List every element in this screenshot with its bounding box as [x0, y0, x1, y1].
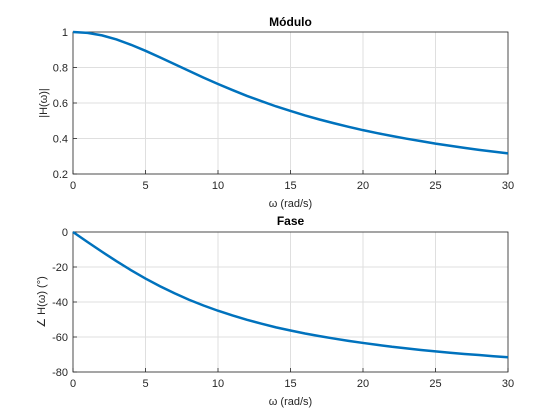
magnitude-title: Módulo	[269, 15, 312, 29]
magnitude-y-axis-label: |H(ω)|	[38, 88, 50, 118]
magnitude-series-line	[72, 30, 509, 155]
phase-x-axis-label: ω (rad/s)	[269, 396, 312, 408]
magnitude-y-tick-label: 0.8	[53, 63, 68, 75]
phase-y-tick-label: -80	[52, 367, 68, 379]
phase-x-tick-label: 10	[212, 378, 224, 390]
phase-y-tick-label: -60	[52, 332, 68, 344]
magnitude-x-tick-label: 0	[70, 180, 76, 192]
phase-x-tick-label: 20	[357, 378, 369, 390]
phase-x-tick-label: 0	[70, 378, 76, 390]
phase-title: Fase	[277, 214, 305, 228]
magnitude-y-tick-label: 0.6	[53, 98, 68, 110]
magnitude-plot: 0 5 10 15 20 25 30 0.2 0.4 0.6 0.8 1 Módulo ω (rad/…	[38, 15, 514, 210]
phase-y-tick-label: -20	[52, 262, 68, 274]
magnitude-x-tick-label: 15	[284, 180, 296, 192]
magnitude-x-tick-label: 20	[357, 180, 369, 192]
magnitude-y-tick-label: 0.2	[53, 169, 68, 181]
phase-x-tick-label: 5	[142, 378, 148, 390]
phase-y-tick-label: -40	[52, 297, 68, 309]
magnitude-ticks: 0 5 10 15 20 25 30 0.2 0.4 0.6 0.8 1	[53, 27, 514, 192]
magnitude-x-tick-label: 30	[502, 180, 514, 192]
phase-y-axis-label: ∠ H(ω) (°)	[36, 276, 48, 328]
phase-x-tick-label: 25	[429, 378, 441, 390]
phase-x-tick-label: 15	[284, 378, 296, 390]
magnitude-y-tick-label: 1	[62, 27, 68, 39]
magnitude-x-tick-label: 5	[142, 180, 148, 192]
magnitude-x-tick-label: 10	[212, 180, 224, 192]
magnitude-grid	[72, 31, 509, 175]
magnitude-y-tick-label: 0.4	[53, 134, 68, 146]
phase-ticks: 0 5 10 15 20 25 30 -80 -60 -40 -20 0	[52, 227, 514, 390]
phase-series-line	[72, 230, 509, 359]
magnitude-x-axis-label: ω (rad/s)	[269, 198, 312, 210]
phase-y-tick-label: 0	[62, 227, 68, 239]
phase-plot: 0 5 10 15 20 25 30 -80 -60 -40 -20 0 Fase ω (rad/s)…	[36, 214, 514, 408]
magnitude-x-tick-label: 25	[429, 180, 441, 192]
phase-x-tick-label: 30	[502, 378, 514, 390]
